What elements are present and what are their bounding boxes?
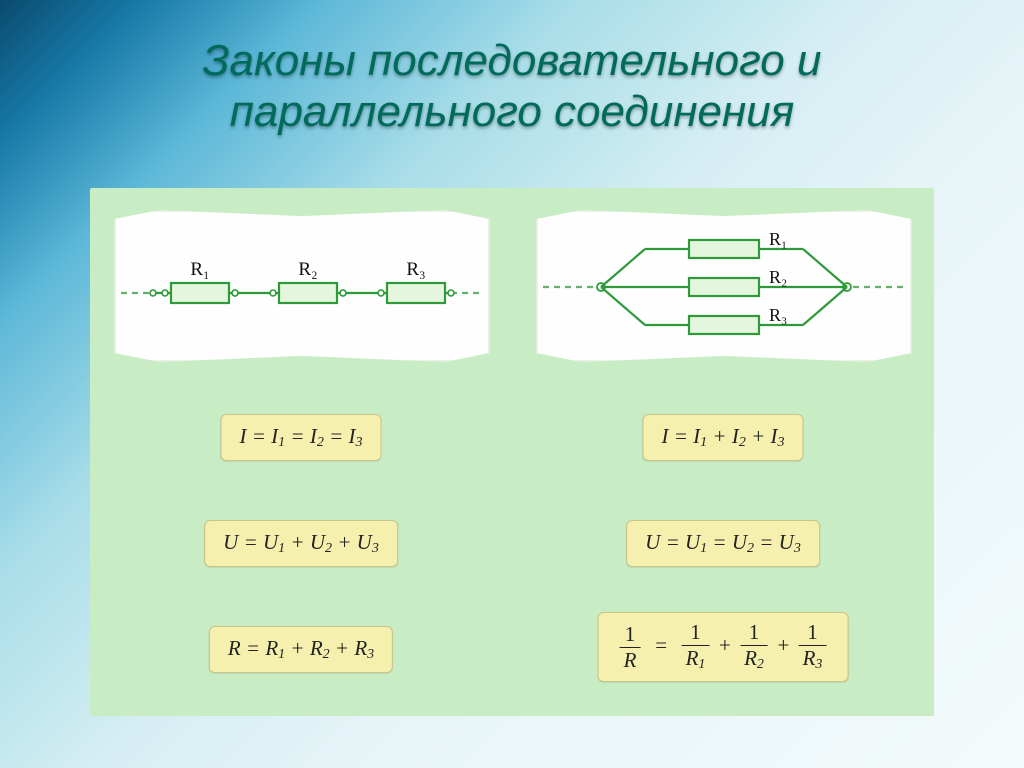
series-formula-3: R = R1 + R2 + R3: [209, 626, 393, 673]
parallel-formula-2: U = U1 = U2 = U3: [626, 520, 820, 567]
title-line-2: параллельного соединения: [230, 87, 794, 136]
parallel-formula-3: 1R = 1R1 + 1R2 + 1R3: [598, 612, 849, 682]
parallel-diagram: R₁ R₂ R₃: [536, 210, 912, 362]
slide-root: Законы последовательного и параллельного…: [0, 0, 1024, 768]
series-formula-1: I = I1 = I2 = I3: [220, 414, 381, 461]
title-line-1: Законы последовательного и: [203, 36, 822, 85]
svg-text:R₂: R₂: [298, 259, 317, 280]
svg-text:R₂: R₂: [769, 267, 787, 287]
series-column: R₁ R₂ R₃ I = I1 = I2 = I3 U = U1 + U2 + U3 R…: [90, 188, 512, 716]
parallel-column: R₁ R₂ R₃ I = I1 + I2 + I3 U = U1 = U2 = U3 1…: [512, 188, 934, 716]
svg-text:R₁: R₁: [190, 259, 209, 280]
svg-text:R₃: R₃: [406, 259, 425, 280]
series-diagram: R₁ R₂ R₃: [114, 210, 490, 362]
series-circuit-svg: R₁ R₂ R₃: [115, 211, 489, 361]
series-formula-2: U = U1 + U2 + U3: [204, 520, 398, 567]
parallel-formula-1: I = I1 + I2 + I3: [642, 414, 803, 461]
parallel-circuit-svg: R₁ R₂ R₃: [537, 211, 911, 361]
content-panel: R₁ R₂ R₃ I = I1 = I2 = I3 U = U1 + U2 + U3 R…: [90, 188, 934, 716]
svg-text:R₁: R₁: [769, 229, 787, 249]
slide-title: Законы последовательного и параллельного…: [0, 36, 1024, 137]
svg-text:R₃: R₃: [769, 305, 787, 325]
